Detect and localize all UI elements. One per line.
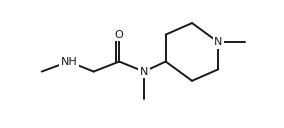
Text: N: N <box>140 67 148 77</box>
Text: O: O <box>115 30 124 40</box>
Text: NH: NH <box>60 57 77 67</box>
Text: N: N <box>214 37 223 47</box>
